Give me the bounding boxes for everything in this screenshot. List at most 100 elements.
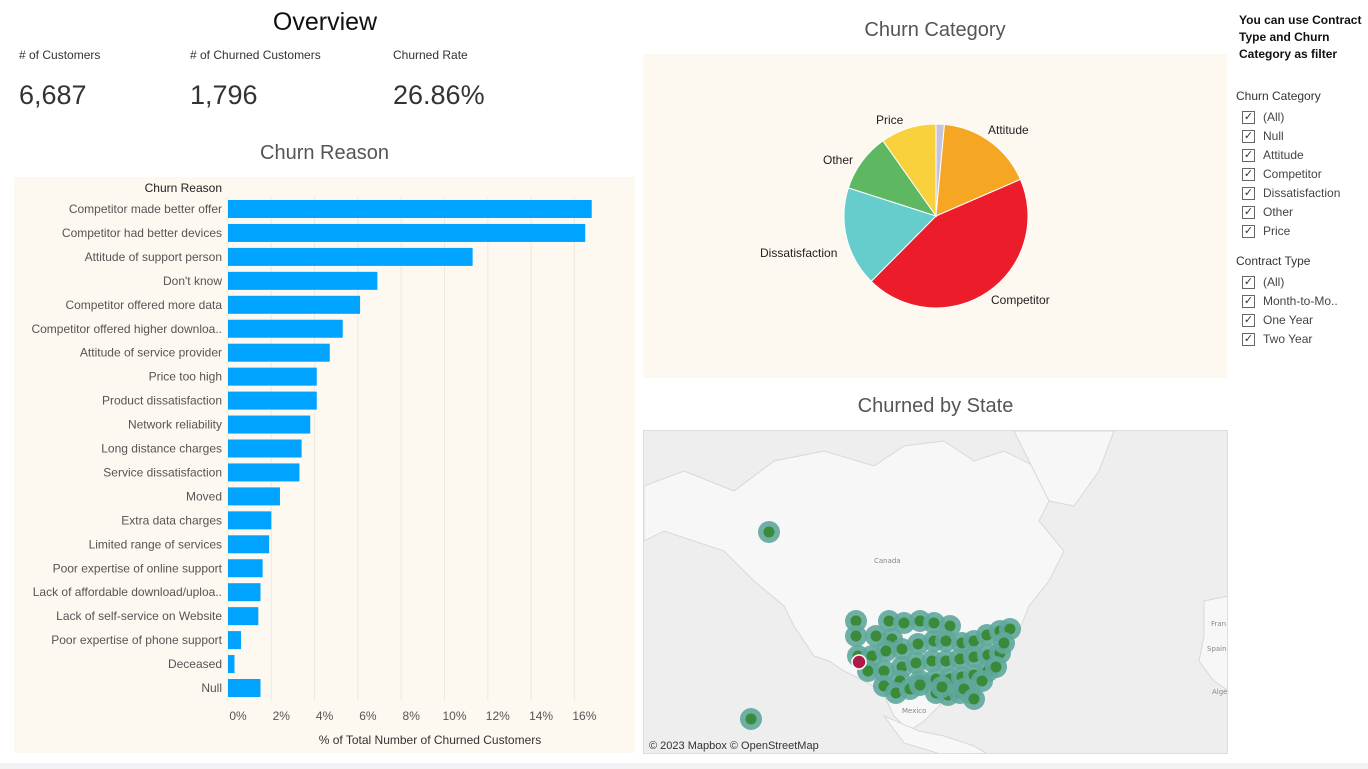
pie-slice[interactable]	[935, 123, 1022, 217]
filter-option-contract-type[interactable]: ✓ One Year	[1242, 311, 1313, 329]
filter-option-churn-category[interactable]: ✓ Dissatisfaction	[1242, 184, 1340, 202]
pie-slice[interactable]	[870, 178, 1029, 309]
state-marker[interactable]	[926, 655, 938, 667]
pie-slice[interactable]	[843, 187, 937, 283]
state-marker[interactable]	[896, 643, 908, 655]
checkbox-checked-icon[interactable]: ✓	[1242, 148, 1255, 162]
state-marker[interactable]	[870, 630, 882, 642]
state-marker[interactable]	[914, 615, 926, 627]
map-svg: Canada Mexico Spain Fran Alge © 2023 Map…	[644, 431, 1227, 753]
bar[interactable]	[228, 583, 261, 602]
state-marker[interactable]	[850, 615, 862, 627]
filter-option-churn-category[interactable]: ✓ Price	[1242, 222, 1290, 240]
filter-option-churn-category[interactable]: ✓ Attitude	[1242, 146, 1304, 164]
state-marker[interactable]	[878, 665, 890, 677]
state-marker[interactable]	[898, 617, 910, 629]
state-marker[interactable]	[936, 681, 948, 693]
state-marker[interactable]	[745, 713, 757, 725]
state-marker[interactable]	[944, 620, 956, 632]
state-marker[interactable]	[896, 661, 908, 673]
bar[interactable]	[228, 247, 473, 266]
checkbox-checked-icon[interactable]: ✓	[1242, 275, 1255, 289]
checkbox-checked-icon[interactable]: ✓	[1242, 224, 1255, 238]
state-marker[interactable]	[1004, 623, 1016, 635]
filter-option-contract-type[interactable]: ✓ Month-to-Mo..	[1242, 292, 1338, 310]
bar[interactable]	[228, 223, 586, 242]
state-marker[interactable]	[990, 661, 1002, 673]
bar[interactable]	[228, 415, 311, 434]
state-marker[interactable]	[890, 687, 902, 699]
filter-option-churn-category[interactable]: ✓ Competitor	[1242, 165, 1322, 183]
bar[interactable]	[228, 463, 300, 482]
bar[interactable]	[228, 559, 263, 578]
state-marker[interactable]	[940, 655, 952, 667]
bar[interactable]	[228, 343, 330, 362]
state-marker[interactable]	[968, 651, 980, 663]
state-marker[interactable]	[883, 615, 895, 627]
checkbox-checked-icon[interactable]: ✓	[1242, 167, 1255, 181]
state-marker[interactable]	[910, 657, 922, 669]
x-tick-label: 0%	[229, 709, 247, 723]
filter-option-label: Two Year	[1263, 332, 1313, 346]
state-marker[interactable]	[998, 637, 1010, 649]
filter-option-contract-type[interactable]: ✓ (All)	[1242, 273, 1284, 291]
bar[interactable]	[228, 439, 302, 458]
bar[interactable]	[228, 679, 261, 697]
state-marker[interactable]	[850, 630, 862, 642]
kpi-rate-label: Churned Rate	[393, 48, 468, 62]
state-marker-highlight[interactable]	[851, 654, 867, 670]
checkbox-checked-icon[interactable]: ✓	[1242, 313, 1255, 327]
bar[interactable]	[228, 367, 317, 386]
filter-option-label: Dissatisfaction	[1263, 186, 1341, 200]
bar[interactable]	[228, 631, 241, 650]
filter-option-label: (All)	[1263, 110, 1285, 124]
churn-reason-chart[interactable]: 0% 2% 4% 6% 8% 10% 12% 14% 16% Churn Reason % of T…	[14, 177, 635, 753]
filter-option-contract-type[interactable]: ✓ Two Year	[1242, 330, 1312, 348]
bar[interactable]	[228, 200, 592, 218]
x-tick-label: 4%	[316, 709, 334, 723]
state-markers[interactable]	[740, 521, 1021, 730]
state-marker[interactable]	[976, 675, 988, 687]
state-marker[interactable]	[914, 679, 926, 691]
pie-slice[interactable]	[882, 123, 937, 218]
checkbox-checked-icon[interactable]: ✓	[1242, 294, 1255, 308]
bar[interactable]	[228, 487, 280, 506]
churn-category-chart[interactable]: Attitude Competitor Dissatisfaction Other Pr…	[643, 54, 1227, 378]
greenland-land	[1013, 431, 1115, 507]
bar[interactable]	[228, 271, 378, 290]
bar[interactable]	[228, 607, 259, 626]
bar[interactable]	[228, 319, 343, 338]
bar-label: Deceased	[168, 657, 222, 671]
bar[interactable]	[228, 295, 361, 314]
checkbox-checked-icon[interactable]: ✓	[1242, 186, 1255, 200]
state-marker[interactable]	[880, 645, 892, 657]
state-marker[interactable]	[866, 650, 878, 662]
bar-label: Lack of self-service on Website	[56, 609, 222, 623]
bar-label: Product dissatisfaction	[102, 394, 222, 408]
bar[interactable]	[228, 655, 235, 674]
checkbox-checked-icon[interactable]: ✓	[1242, 110, 1255, 124]
state-marker[interactable]	[954, 653, 966, 665]
map-label-algeria: Alge	[1212, 688, 1227, 696]
filter-option-label: Competitor	[1263, 167, 1322, 181]
checkbox-checked-icon[interactable]: ✓	[1242, 129, 1255, 143]
filter-option-churn-category[interactable]: ✓ Null	[1242, 127, 1284, 145]
bar-label: Extra data charges	[121, 513, 222, 527]
bar[interactable]	[228, 535, 270, 554]
filter-option-churn-category[interactable]: ✓ Other	[1242, 203, 1293, 221]
state-marker[interactable]	[912, 638, 924, 650]
state-marker[interactable]	[940, 635, 952, 647]
pie-label: Competitor	[991, 293, 1050, 307]
bar[interactable]	[228, 391, 317, 410]
filter-option-churn-category[interactable]: ✓ (All)	[1242, 108, 1284, 126]
state-marker[interactable]	[862, 665, 874, 677]
state-marker[interactable]	[763, 526, 775, 538]
bar[interactable]	[228, 511, 272, 530]
churned-by-state-map[interactable]: Canada Mexico Spain Fran Alge © 2023 Map…	[643, 430, 1228, 754]
state-marker[interactable]	[968, 693, 980, 705]
checkbox-checked-icon[interactable]: ✓	[1242, 332, 1255, 346]
state-marker[interactable]	[928, 617, 940, 629]
kpi-churned-value: 1,796	[190, 80, 258, 110]
checkbox-checked-icon[interactable]: ✓	[1242, 205, 1255, 219]
bar-label: Competitor offered higher downloa..	[31, 322, 222, 336]
